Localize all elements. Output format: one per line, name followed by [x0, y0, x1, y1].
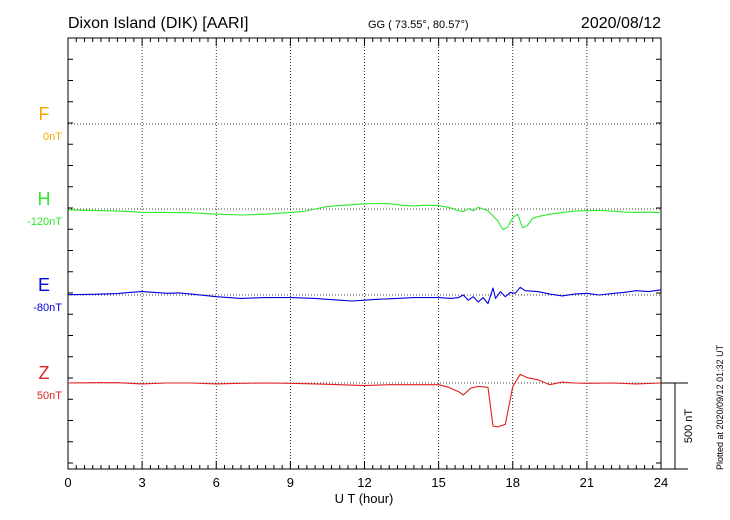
x-tick-label: 12: [357, 475, 371, 490]
plotted-timestamp: Plotted at 2020/09/12 01:32 UT: [715, 344, 725, 470]
series-name-z: Z: [39, 363, 50, 383]
series-line-z: [67, 373, 662, 428]
series-labels: F 0nT H -120nT E -80nT Z 50nT: [27, 104, 62, 402]
series-lines: [67, 202, 662, 428]
x-tick-label: 6: [213, 475, 220, 490]
series-name-f: F: [39, 104, 50, 124]
scale-bar: 500 nT: [661, 382, 695, 470]
x-tick-label: 9: [287, 475, 294, 490]
x-tick-label: 18: [506, 475, 520, 490]
series-line-e: [67, 286, 662, 305]
series-baseline-z: 50nT: [37, 390, 62, 402]
x-tick-label: 15: [431, 475, 445, 490]
series-baseline-h: -120nT: [27, 216, 62, 228]
x-tick-label: 24: [654, 475, 668, 490]
x-tick-label: 3: [139, 475, 146, 490]
station-title: Dixon Island (DIK) [AARI]: [68, 15, 249, 32]
x-axis: 0 3 6 9 12 15 18 21 24: [64, 475, 668, 490]
plot-date: 2020/08/12: [581, 15, 661, 32]
series-name-e: E: [38, 275, 50, 295]
x-tick-label: 21: [580, 475, 594, 490]
station-coordinates: GG ( 73.55°, 80.57°): [368, 19, 469, 31]
scale-bar-label: 500 nT: [683, 409, 695, 444]
series-baseline-e: -80nT: [33, 302, 62, 314]
x-tick-label: 0: [64, 475, 71, 490]
series-line-h: [67, 202, 662, 231]
series-name-h: H: [38, 189, 51, 209]
plot-grid: [67, 37, 662, 470]
x-axis-title: U T (hour): [335, 491, 394, 506]
series-baseline-f: 0nT: [43, 131, 62, 143]
